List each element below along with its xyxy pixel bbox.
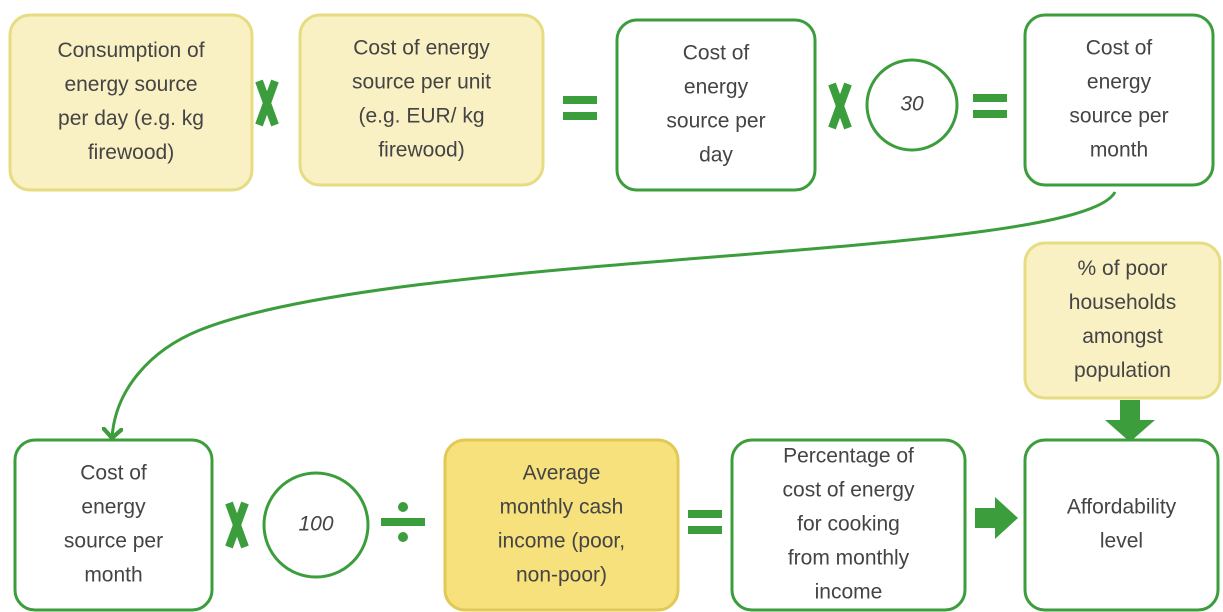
flow-arrow (112, 191, 1117, 438)
node-label: households (1069, 291, 1176, 314)
node-label: level (1100, 530, 1143, 553)
node-label: day (699, 144, 733, 167)
node-circle (262, 471, 370, 579)
node-label: income (815, 581, 883, 604)
node-label: Cost of energy (353, 37, 490, 60)
node-label: Average (523, 462, 601, 485)
node-label: amongst (1082, 325, 1163, 348)
node-label: energy source (64, 73, 197, 96)
multiply-sign (225, 501, 249, 549)
node-label: Cost of (80, 462, 147, 485)
node-label: Percentage of (783, 445, 914, 468)
multiply-sign (828, 82, 852, 130)
node-label: source per unit (352, 71, 491, 94)
node-box (730, 438, 967, 612)
node-label: firewood) (378, 139, 464, 162)
node-label: 100 (298, 513, 333, 536)
node-label: Consumption of (57, 39, 204, 62)
divide-sign (381, 502, 425, 542)
node-label: energy (81, 496, 146, 519)
node-label: source per (64, 530, 163, 553)
node-label: Cost of (683, 42, 750, 65)
right-arrow (975, 497, 1018, 539)
node-box (8, 13, 254, 192)
node-box (13, 438, 214, 612)
multiply-sign (255, 79, 279, 127)
node-label: source per (1069, 105, 1168, 128)
node-label: monthly cash (500, 496, 624, 519)
node-label: population (1074, 359, 1171, 382)
node-box (1023, 241, 1222, 400)
node-label: energy (1087, 71, 1152, 94)
node-circle (865, 58, 959, 152)
node-label: month (1090, 139, 1148, 162)
node-label: (e.g. EUR/ kg (358, 105, 484, 128)
equals-sign (563, 96, 597, 120)
node-label: for cooking (797, 513, 900, 536)
node-label: % of poor (1078, 257, 1168, 280)
down-arrow (1105, 400, 1155, 442)
node-label: Cost of (1086, 37, 1153, 60)
node-box (615, 18, 817, 192)
node-label: month (84, 564, 142, 587)
node-label: energy (684, 76, 749, 99)
node-box (1023, 13, 1215, 187)
equals-sign (688, 510, 722, 534)
node-label: source per (666, 110, 765, 133)
node-label: Affordability (1067, 496, 1177, 519)
node-label: firewood) (88, 141, 174, 164)
node-label: income (poor, (498, 530, 625, 553)
node-label: non-poor) (516, 564, 607, 587)
node-box (443, 438, 680, 612)
node-label: from monthly (788, 547, 910, 570)
equals-sign (973, 94, 1007, 118)
node-box (1023, 438, 1220, 612)
node-label: cost of energy (783, 479, 915, 502)
node-label: per day (e.g. kg (58, 107, 204, 130)
node-label: 30 (900, 93, 924, 116)
node-box (298, 13, 545, 187)
